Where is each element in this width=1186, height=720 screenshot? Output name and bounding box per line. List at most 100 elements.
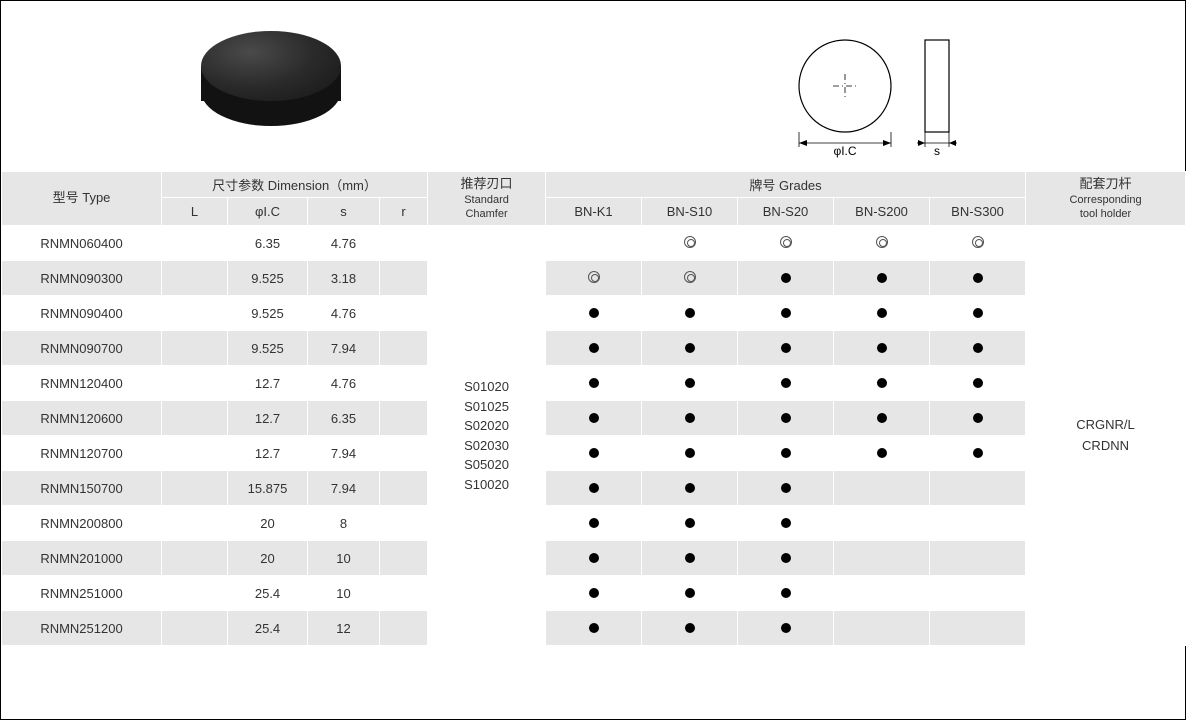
table-row: RNMN12060012.76.35 (2, 401, 1186, 436)
dot-icon (589, 308, 599, 318)
cell-s: 4.76 (308, 296, 380, 331)
cell-r (380, 401, 428, 436)
cell-grade-mark (546, 366, 642, 401)
cell-grade-mark (834, 261, 930, 296)
cell-holder: CRGNR/LCRDNN (1026, 226, 1186, 646)
cell-r (380, 611, 428, 646)
table-row: RNMN0904009.5254.76 (2, 296, 1186, 331)
cell-ic: 6.35 (228, 226, 308, 261)
dot-icon (973, 413, 983, 423)
cell-grade-mark (930, 506, 1026, 541)
cell-r (380, 366, 428, 401)
cell-ic: 25.4 (228, 576, 308, 611)
cell-s: 10 (308, 576, 380, 611)
dot-icon (973, 308, 983, 318)
table-row: RNMN201000 2010 (2, 541, 1186, 576)
cell-s: 10 (308, 541, 380, 576)
insert-3d-render (201, 31, 341, 141)
cell-s: 7.94 (308, 436, 380, 471)
dot-icon (973, 448, 983, 458)
cell-s: 3.18 (308, 261, 380, 296)
cell-type: RNMN150700 (2, 471, 162, 506)
s-dim-label: s (934, 144, 940, 158)
cell-grade-mark (642, 611, 738, 646)
cell-grade-mark (738, 576, 834, 611)
technical-diagrams: φI.C s (785, 31, 1005, 151)
cell-grade-mark (834, 331, 930, 366)
cell-L (162, 576, 228, 611)
cell-L (162, 261, 228, 296)
cell-grade-mark (930, 541, 1026, 576)
dot-icon (685, 483, 695, 493)
cell-s: 6.35 (308, 401, 380, 436)
dot-icon (781, 588, 791, 598)
dot-icon (589, 518, 599, 528)
cell-L (162, 506, 228, 541)
cell-r (380, 296, 428, 331)
cell-grade-mark (738, 436, 834, 471)
cell-grade-mark (642, 541, 738, 576)
double-circle-icon (684, 271, 696, 283)
double-circle-icon (972, 236, 984, 248)
hdr-type: 型号 Type (2, 172, 162, 226)
dot-icon (685, 378, 695, 388)
dot-icon (685, 308, 695, 318)
cell-ic: 12.7 (228, 366, 308, 401)
cell-chamfer: S01020S01025S02020S02030S05020S10020 (428, 226, 546, 646)
dot-icon (877, 413, 887, 423)
table-row: RNMN251000 25.410 (2, 576, 1186, 611)
cell-grade-mark (834, 366, 930, 401)
cell-type: RNMN251000 (2, 576, 162, 611)
spec-table: 型号 Type 尺寸参数 Dimension（mm） 推荐刃口 Standard… (1, 171, 1186, 646)
dot-icon (685, 623, 695, 633)
hdr-r: r (380, 198, 428, 226)
dot-icon (685, 553, 695, 563)
dot-icon (781, 448, 791, 458)
cell-type: RNMN120400 (2, 366, 162, 401)
cell-ic: 25.4 (228, 611, 308, 646)
cell-grade-mark (546, 506, 642, 541)
cell-r (380, 331, 428, 366)
cell-grade-mark (834, 296, 930, 331)
cell-grade-mark (642, 226, 738, 261)
cell-L (162, 611, 228, 646)
cell-grade-mark (930, 226, 1026, 261)
table-row: RNMN12070012.77.94 (2, 436, 1186, 471)
double-circle-icon (684, 236, 696, 248)
cell-grade-mark (546, 541, 642, 576)
hdr-grade-4: BN-S300 (930, 198, 1026, 226)
cell-type: RNMN120700 (2, 436, 162, 471)
hdr-grade-2: BN-S20 (738, 198, 834, 226)
dot-icon (685, 518, 695, 528)
cell-type: RNMN201000 (2, 541, 162, 576)
cell-grade-mark (546, 296, 642, 331)
cell-grade-mark (930, 366, 1026, 401)
cell-L (162, 436, 228, 471)
dot-icon (589, 588, 599, 598)
cell-grade-mark (546, 331, 642, 366)
dot-icon (781, 553, 791, 563)
dot-icon (589, 378, 599, 388)
cell-r (380, 471, 428, 506)
dot-icon (685, 413, 695, 423)
ic-dim-label: φI.C (833, 144, 856, 158)
cell-grade-mark (738, 401, 834, 436)
cell-grade-mark (930, 436, 1026, 471)
table-body: RNMN0604006.354.76S01020S01025S02020S020… (2, 226, 1186, 646)
hdr-grade-3: BN-S200 (834, 198, 930, 226)
cell-grade-mark (834, 471, 930, 506)
cell-L (162, 226, 228, 261)
cell-s: 4.76 (308, 226, 380, 261)
cell-r (380, 506, 428, 541)
cell-L (162, 541, 228, 576)
cell-grade-mark (642, 506, 738, 541)
hdr-grade-0: BN-K1 (546, 198, 642, 226)
dot-icon (781, 273, 791, 283)
table-row: RNMN0604006.354.76S01020S01025S02020S020… (2, 226, 1186, 261)
cell-ic: 20 (228, 541, 308, 576)
table-row: RNMN25120025.412 (2, 611, 1186, 646)
cell-grade-mark (834, 436, 930, 471)
cell-grade-mark (738, 296, 834, 331)
cell-grade-mark (642, 576, 738, 611)
cell-grade-mark (642, 261, 738, 296)
